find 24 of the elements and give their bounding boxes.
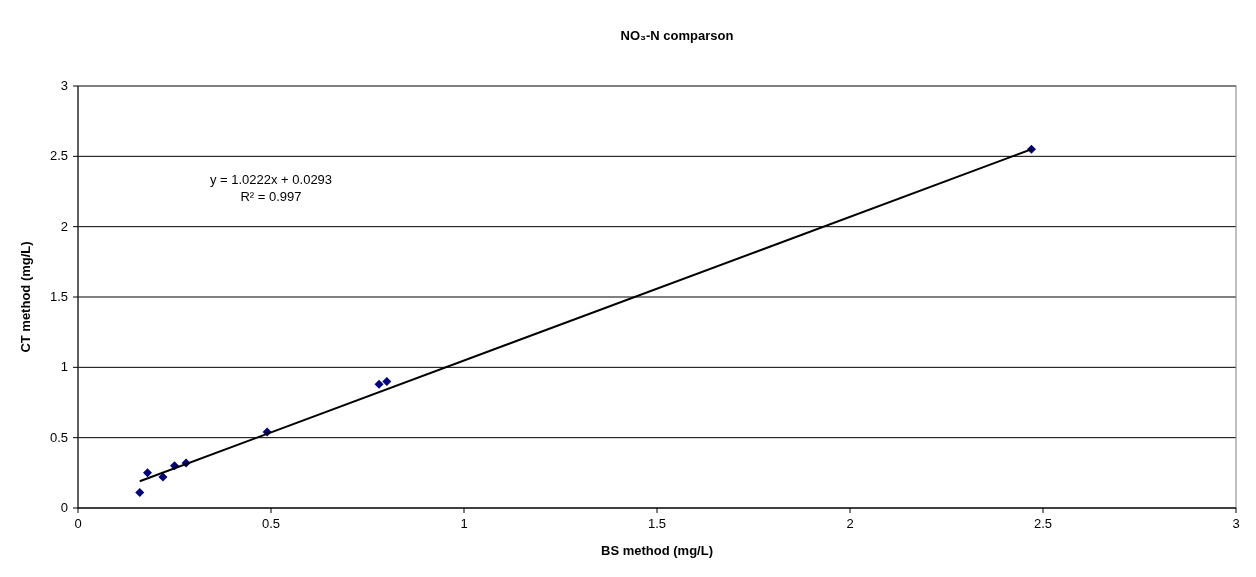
y-tick-label: 2.5 — [49, 148, 68, 164]
x-tick-label: 2 — [846, 516, 854, 531]
annotation: R² = 0.997 — [240, 189, 302, 205]
x-tick-label: 0 — [74, 516, 82, 531]
annotation: y = 1.0222x + 0.0293 — [209, 172, 333, 188]
x-tick-label: 2.5 — [1033, 516, 1053, 531]
y-tick-label: 0 — [60, 500, 68, 515]
y-tick-label: 0.5 — [49, 429, 68, 445]
chart-title: NO₃-N comparson — [620, 28, 734, 43]
point — [135, 488, 145, 498]
x-tick-label: 0.5 — [261, 516, 281, 531]
point — [158, 472, 168, 482]
y-tick-label: 1.5 — [49, 289, 68, 304]
x-tick-label: 3 — [1232, 516, 1240, 531]
y-axis-title: CT method (mg/L) — [18, 241, 33, 353]
x-axis-title: BS method (mg/L) — [601, 543, 713, 558]
point — [382, 376, 392, 386]
x-tick-label: 1 — [460, 516, 468, 531]
y-tick-label: 2 — [60, 218, 68, 234]
y-tick-label: 1 — [60, 359, 68, 375]
point — [142, 468, 152, 478]
x-tick-label: 1.5 — [647, 516, 667, 531]
y-tick-label: 3 — [60, 78, 68, 93]
point — [374, 379, 384, 389]
